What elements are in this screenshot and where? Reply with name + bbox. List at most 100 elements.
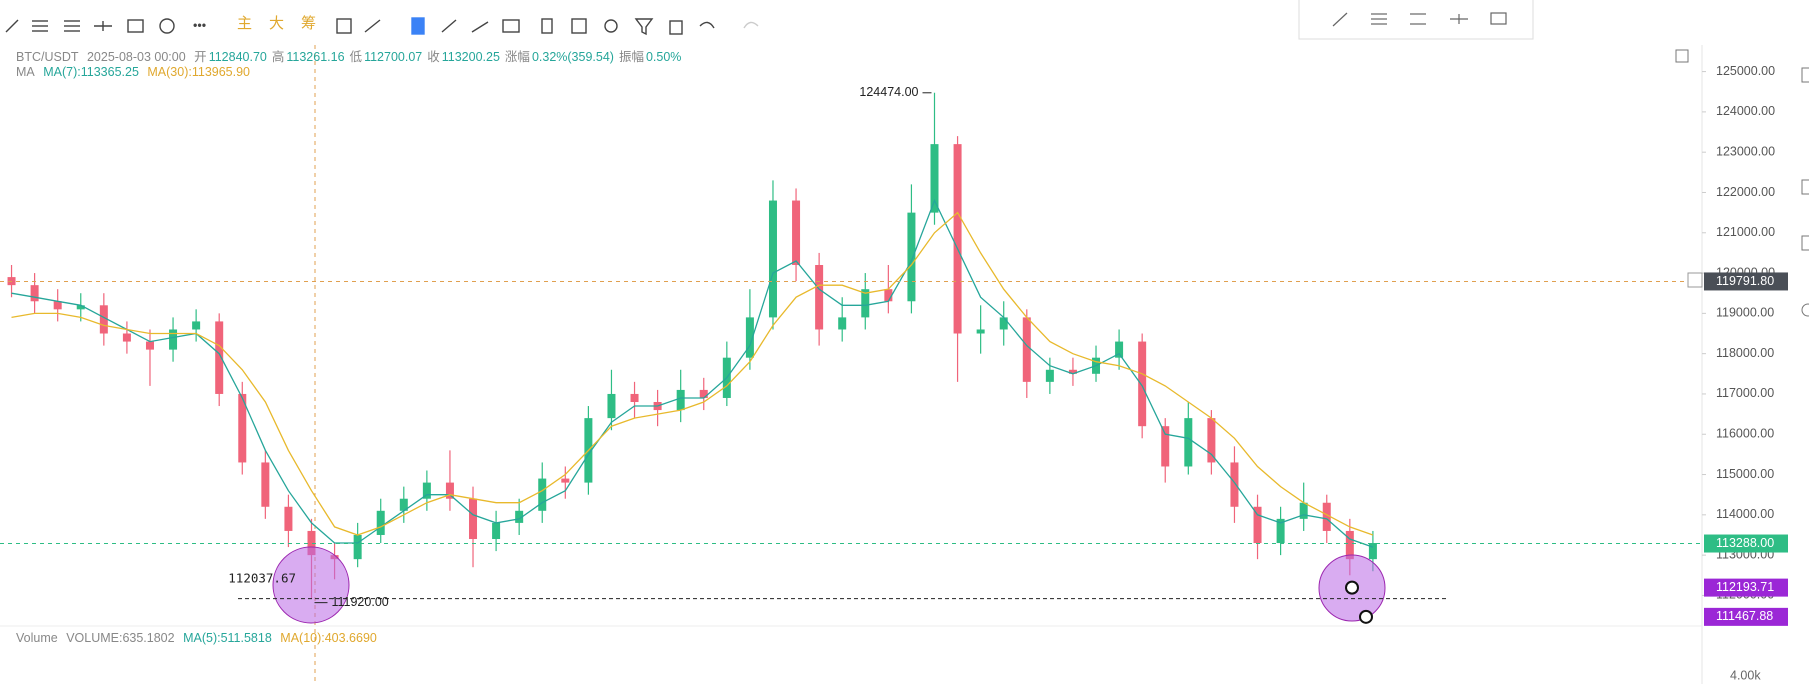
tool-icon[interactable] xyxy=(541,18,553,34)
candle-body xyxy=(399,498,408,511)
candle-body xyxy=(261,462,270,507)
anchor-point xyxy=(1345,580,1359,595)
candle-body xyxy=(284,506,293,531)
candle-body xyxy=(238,393,247,463)
tool-line[interactable] xyxy=(5,19,19,33)
tool-circle[interactable] xyxy=(159,18,175,34)
draw-toolbar[interactable] xyxy=(1298,0,1534,40)
symbol: BTC/USDT xyxy=(16,50,79,64)
draw-tool[interactable] xyxy=(1450,14,1468,24)
candle-body xyxy=(215,321,224,394)
candle-body xyxy=(145,341,154,350)
candle-body xyxy=(930,144,939,213)
tool-icon[interactable] xyxy=(571,18,587,34)
candle-body xyxy=(1115,341,1124,358)
candle-body xyxy=(538,478,547,511)
candle-body xyxy=(1253,506,1262,544)
tool-undo[interactable] xyxy=(699,21,715,29)
toolbar-button[interactable]: 大 xyxy=(269,15,285,32)
candle-body xyxy=(699,389,708,398)
candle-body xyxy=(1368,543,1377,560)
candle-body xyxy=(607,393,616,419)
candle-body xyxy=(515,510,524,523)
ohlc-fields: 开 112840.70 高 113261.16 低 112700.07 收 113200.25… xyxy=(194,50,686,64)
add-button[interactable] xyxy=(1687,272,1703,288)
y-tick-label: 117000.00 xyxy=(1716,386,1774,400)
tool-rect[interactable] xyxy=(127,19,144,33)
tool-icon[interactable] xyxy=(336,18,352,34)
ma-legend: MA MA(7):113365.25 MA(30):113965.90 xyxy=(16,65,255,79)
tool-icon[interactable] xyxy=(364,19,381,33)
toolbar-button[interactable]: 筹 xyxy=(301,15,317,32)
max-annotation: 124474.00 xyxy=(859,85,918,99)
field-label: 振幅 xyxy=(618,50,644,64)
legend-entry: MA(7):113365.25 xyxy=(43,65,139,79)
candle-body xyxy=(353,534,362,560)
tool-delete[interactable] xyxy=(669,20,683,35)
tool-channel[interactable] xyxy=(64,20,80,32)
side-icons[interactable] xyxy=(1675,49,1809,317)
candle-body xyxy=(122,333,131,342)
y-tick-label: 114000.00 xyxy=(1716,507,1774,521)
tool-icon[interactable] xyxy=(441,19,457,33)
tool-icon[interactable] xyxy=(471,21,489,33)
draw-tool[interactable] xyxy=(1410,13,1426,25)
volume-ma5: MA(5):511.5818 xyxy=(183,631,272,645)
candle-body xyxy=(192,321,201,330)
side-icon[interactable] xyxy=(1801,67,1809,83)
y-tick-label: 123000.00 xyxy=(1716,144,1775,158)
anchor-point xyxy=(1359,609,1373,624)
y-tick-label: 116000.00 xyxy=(1716,427,1774,441)
field-label: 开 xyxy=(194,50,207,64)
candle-body xyxy=(861,289,870,318)
field-value: 112840.70 xyxy=(208,50,267,64)
field-value: 112700.07 xyxy=(364,50,423,64)
draw-tool[interactable] xyxy=(1490,12,1507,25)
candle-body xyxy=(445,482,454,499)
candle-body xyxy=(1230,462,1239,507)
tool-redo[interactable] xyxy=(743,21,759,29)
point-label-box xyxy=(1704,607,1788,626)
candle-body xyxy=(953,144,962,334)
side-icon[interactable] xyxy=(1801,303,1809,317)
tool-active[interactable] xyxy=(411,17,425,35)
candle-body xyxy=(838,317,847,330)
side-icon[interactable] xyxy=(1801,179,1809,195)
candle-body xyxy=(976,329,985,334)
tool-filter[interactable] xyxy=(634,18,654,36)
y-tick-label: 118000.00 xyxy=(1716,346,1774,360)
candle-body xyxy=(30,285,39,302)
candle-body xyxy=(1068,369,1077,374)
candle-body xyxy=(1345,530,1354,560)
tool-more[interactable]: ••• xyxy=(193,18,206,32)
field-value: 113261.16 xyxy=(286,50,345,64)
candle-body xyxy=(1161,426,1170,467)
candle-body xyxy=(884,289,893,302)
candle-body xyxy=(307,530,316,556)
point-label-box xyxy=(1704,578,1788,597)
volume-legend: Volume VOLUME:635.1802 MA(5):511.5818 MA… xyxy=(16,631,382,645)
tool-icon[interactable] xyxy=(604,19,618,33)
tool-icon[interactable] xyxy=(502,19,520,33)
draw-tool[interactable] xyxy=(1332,12,1348,27)
y-tick-label: 121000.00 xyxy=(1716,225,1775,239)
toolbar[interactable]: ••• xyxy=(5,17,759,36)
field-value: 113200.25 xyxy=(441,50,500,64)
candle-body xyxy=(999,317,1008,330)
tool-hlines[interactable] xyxy=(32,20,48,32)
candle-body xyxy=(376,510,385,535)
field-label: 低 xyxy=(349,50,363,64)
fullscreen[interactable] xyxy=(1675,49,1689,63)
candle-body xyxy=(76,305,85,310)
tool-cross[interactable] xyxy=(94,21,112,31)
candle-body xyxy=(815,265,824,330)
volume-ma10: MA(10):403.6690 xyxy=(280,631,377,645)
candle-body xyxy=(1322,502,1331,531)
toolbar-button[interactable]: 主 xyxy=(237,15,253,32)
side-icon[interactable] xyxy=(1801,235,1809,251)
price-label-box xyxy=(1704,272,1788,291)
candle-body xyxy=(1138,341,1147,427)
volume-value: VOLUME:635.1802 xyxy=(66,631,175,645)
draw-tool[interactable] xyxy=(1371,13,1387,25)
